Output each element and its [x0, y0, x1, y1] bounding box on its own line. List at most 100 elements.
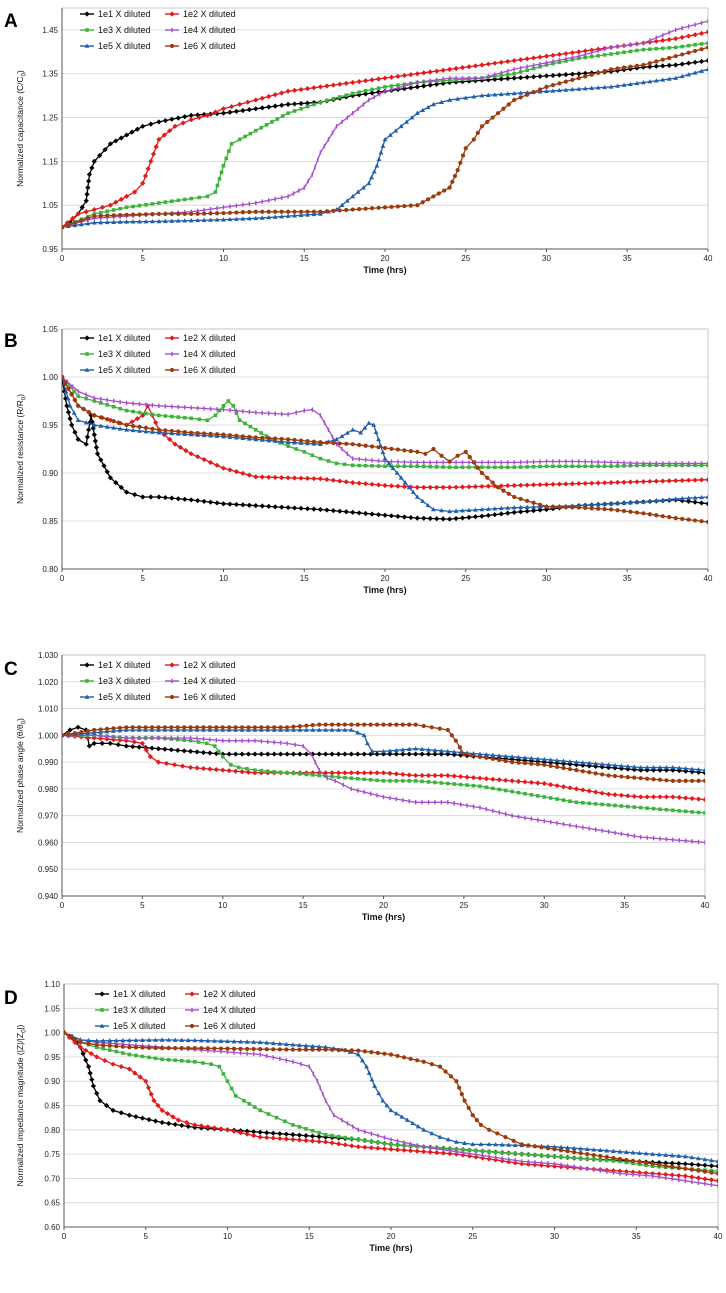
panel-b-series-1e5-point [479, 506, 485, 512]
panel-a-series-1e3-point [499, 73, 504, 78]
panel-a-xtick-label: 40 [704, 254, 713, 263]
panel-c-series-1e2-point [438, 772, 444, 779]
panel-d-series-1e1-point [94, 1090, 100, 1096]
panel-d-series-1e4-point [308, 1064, 310, 1069]
panel-d-series-1e3-point [572, 1156, 576, 1160]
panel-c-series-1e3-point [516, 790, 521, 795]
panel-b-series-1e5-point [390, 465, 396, 470]
panel-d-series-1e2-point [453, 1151, 459, 1157]
panel-d-series-1e2-point [394, 1147, 401, 1153]
panel-a-series-1e6-point [208, 211, 213, 216]
panel-c-series-1e4-point [627, 832, 629, 838]
panel-b-series-1e3-point [622, 464, 626, 468]
panel-d-series-1e3-point [546, 1154, 550, 1158]
panel-a-series-1e6-point [563, 79, 568, 84]
panel-c-series-1e2-point [335, 770, 342, 776]
panel-a-series-1e5-point [208, 217, 213, 222]
panel-d-series-1e3-point [221, 1072, 226, 1076]
panel-a-series-1e1-point [576, 71, 582, 77]
panel-c-series-1e4-point [466, 803, 468, 808]
panel-d-series-1e2-point [110, 1061, 116, 1067]
panel-c-ytick-label: 1.030 [38, 651, 59, 660]
panel-b-series-1e4-point [196, 405, 199, 411]
panel-d-series-1e5-point [120, 1037, 126, 1043]
panel-a-series-1e6-point [525, 92, 530, 97]
panel-d-series-1e3-point [94, 1045, 99, 1049]
panel-b-series-1e3-point [628, 463, 633, 468]
panel-b-series-1e4-point [681, 461, 683, 466]
panel-d-series-1e6-point [670, 1164, 675, 1169]
panel-b-series-1e6-point [431, 446, 436, 452]
panel-c-series-1e1-point [91, 740, 97, 746]
panel-a-series-1e3-point [259, 125, 263, 130]
panel-c-legend-label: 1e1 X diluted [98, 660, 151, 670]
panel-b-series-1e2-point [240, 470, 246, 476]
panel-b-series-1e6-point [531, 500, 536, 505]
panel-a-series-1e6-point [344, 207, 349, 213]
panel-d-series-1e3-point [258, 1108, 262, 1113]
panel-a-series-1e6-point [673, 54, 678, 59]
panel-b-x-axis-label: Time (hrs) [363, 585, 406, 595]
panel-b-series-1e1-point [421, 515, 427, 521]
panel-d-series-1e6-point [421, 1059, 426, 1064]
panel-c-series-1e1-point [413, 751, 419, 757]
panel-c-series-1e6-point [683, 778, 688, 783]
panel-c-series-1e6-point [651, 777, 656, 782]
panel-b-series-1e1-point [266, 503, 272, 510]
panel-b-series-1e1-point [434, 516, 440, 522]
panel-c-series-1e6-point [143, 725, 148, 730]
panel-b-series-1e4-point [526, 459, 528, 465]
panel-c-series-1e3-point [703, 811, 705, 815]
panel-a-series-1e6-point [512, 97, 517, 103]
panel-a-series-1e6-point [447, 185, 452, 190]
panel-d-series-1e6-point [487, 1127, 492, 1132]
panel-d-series-1e6-point [604, 1154, 609, 1160]
panel-a-ytick-label: 1.35 [42, 70, 58, 79]
panel-d-series-1e2-point [264, 1134, 270, 1141]
panel-d-series-1e5-point [663, 1152, 669, 1157]
panel-b-series-1e4-point [255, 410, 257, 415]
panel-b-series-1e2-point [153, 420, 159, 426]
panel-a-series-1e1-point [102, 147, 108, 153]
panel-c-series-1e1-point [419, 751, 425, 757]
panel-b-series-1e3-point [221, 404, 226, 408]
panel-d-legend-marker [189, 1023, 195, 1029]
panel-d-series-1e6-point [245, 1046, 250, 1052]
panel-d-series-1e2-point [401, 1147, 407, 1153]
panel-b-series-1e4-point [93, 395, 95, 401]
panel-c-series-1e6-point [291, 724, 296, 729]
panel-a-series-1e6-point [266, 209, 271, 214]
panel-a-series-1e4-point [362, 102, 365, 107]
panel-d-series-1e4-point [527, 1159, 530, 1165]
panel-c-series-1e1-point [86, 743, 92, 749]
panel-b-series-1e4-point [416, 460, 418, 465]
panel-d-series-1e6-point [462, 1098, 467, 1103]
panel-a-series-1e3-point [197, 195, 202, 200]
panel-d-series-1e1-point [133, 1114, 139, 1120]
panel-d-series-1e2-point [237, 1130, 244, 1136]
panel-d-series-1e4-point [455, 1149, 458, 1154]
panel-d-series-1e2-point [231, 1128, 237, 1134]
panel-a-series-1e5-point [201, 217, 207, 222]
panel-c-series-1e5-point [400, 747, 406, 752]
panel-b-ytick-label: 0.95 [42, 421, 58, 430]
panel-a-series-1e1-point [201, 111, 207, 118]
panel-d-series-1e1-point [166, 1120, 172, 1127]
panel-b-series-1e1-point [113, 480, 119, 486]
panel-b-series-1e6-point [66, 386, 71, 391]
panel-c-series-1e6-point [516, 760, 521, 765]
panel-c-series-1e4-point [607, 829, 610, 834]
panel-c-series-1e2-point [580, 787, 586, 793]
panel-d-series-1e4-point [514, 1158, 516, 1163]
panel-b-series-1e1-point [291, 505, 298, 511]
panel-b-series-1e1-point [83, 441, 89, 447]
panel-b-series-1e3-point [531, 464, 536, 469]
panel-b-series-1e2-point [440, 484, 446, 490]
panel-d-series-1e3-point [317, 1130, 321, 1135]
panel-a-series-1e1-point [113, 138, 119, 144]
panel-c-series-1e5-point [361, 732, 367, 738]
panel-a-xtick-label: 0 [60, 254, 65, 263]
panel-d-series-1e1-point [715, 1163, 718, 1169]
panel-d-y-axis-label: Normalized impedance magnitude (|Z|/|Z0|… [15, 1024, 28, 1186]
panel-b-series-1e1-point [466, 514, 472, 520]
